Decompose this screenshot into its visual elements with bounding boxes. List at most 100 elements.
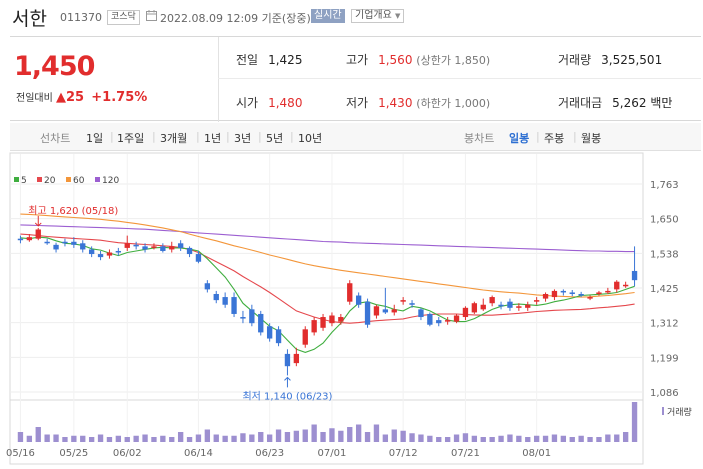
volume-bar — [320, 432, 326, 442]
candle-body — [631, 270, 638, 281]
volume-bar — [605, 434, 611, 442]
period-1y[interactable]: 1년 — [204, 132, 222, 145]
stock-chart: 1,763 1,650 1,538 1,425 1,312 1,199 1,086 05/16… — [6, 152, 692, 465]
candle-monthly[interactable]: 월봉 — [581, 132, 602, 145]
y-tick-label: 1,312 — [650, 319, 679, 330]
stock-name: 서한 — [12, 8, 47, 30]
volume-bar — [329, 428, 335, 442]
volume-bar — [614, 434, 620, 442]
candle-body — [427, 313, 433, 325]
candle-body — [231, 297, 237, 314]
candle-body — [551, 290, 558, 298]
candle-body — [142, 246, 148, 250]
candle-body — [542, 293, 549, 299]
divider — [218, 78, 701, 79]
change-percent: +1.75% — [91, 90, 148, 105]
candle-daily[interactable]: 일봉 — [509, 132, 530, 145]
candle-chart-label: 봉차트 — [464, 132, 495, 145]
volume-bar — [195, 434, 202, 442]
volume-bar — [373, 424, 380, 442]
low-annotation: 최저 1,140 (06/23) — [242, 390, 332, 402]
company-info-dropdown[interactable]: 기업개요 ▼ — [351, 9, 405, 23]
volume-bar — [498, 435, 504, 442]
period-5y[interactable]: 5년 — [266, 132, 284, 145]
volume-bar — [507, 434, 513, 442]
candle-body — [560, 290, 567, 293]
volume-bar — [26, 435, 33, 442]
period-3y[interactable]: 3년 — [234, 132, 252, 145]
candle-body — [284, 353, 291, 367]
divider — [218, 37, 219, 122]
candle-body — [195, 254, 202, 262]
y-tick-label: 1,425 — [650, 284, 679, 295]
volume-bar — [364, 432, 371, 442]
period-1d[interactable]: 1일 — [86, 132, 104, 145]
volume-bar — [489, 437, 495, 442]
candle-weekly[interactable]: 주봉 — [544, 132, 565, 145]
legend-swatch — [37, 177, 42, 182]
realtime-button[interactable]: 실시간 — [311, 9, 345, 23]
volume-bar — [382, 434, 389, 442]
volume-bar — [284, 432, 291, 442]
candle-body — [418, 309, 424, 318]
candle-body — [569, 292, 575, 294]
high-price: 고가 1,560 (상한가 1,850) — [346, 53, 491, 67]
volume-bar — [347, 427, 353, 442]
candle-body — [320, 317, 326, 328]
legend-swatch — [66, 177, 71, 182]
x-tick-label: 07/01 — [318, 448, 347, 459]
volume-bar — [516, 435, 522, 442]
calendar-icon — [146, 10, 157, 21]
candle-body — [578, 293, 584, 296]
candle-body — [302, 329, 308, 345]
volume-bar — [88, 437, 95, 442]
candle-body — [124, 243, 130, 248]
volume-bar — [596, 437, 602, 442]
x-tick-label: 08/01 — [522, 448, 551, 459]
volume-bar — [177, 432, 184, 442]
price-change: 전일대비 ▲25 +1.75% — [16, 89, 147, 105]
candle-body — [614, 281, 620, 290]
period-1w[interactable]: 1주일 — [117, 132, 145, 145]
trade-amount: 거래대금 5,262 백만 — [558, 96, 673, 110]
x-tick-label: 06/23 — [255, 448, 284, 459]
volume-bar — [338, 430, 344, 442]
candle-body — [622, 284, 629, 287]
up-triangle-icon: ▲ — [56, 90, 66, 105]
candle-body — [373, 306, 380, 316]
candle-body — [382, 309, 389, 313]
volume-bar — [160, 435, 166, 442]
volume-bar — [222, 435, 228, 442]
current-price: 1,450 — [14, 51, 95, 82]
ma60-line — [20, 213, 635, 298]
chevron-down-icon: ▼ — [395, 12, 401, 20]
candle-body — [596, 292, 602, 294]
candle-body — [409, 303, 415, 305]
ma120-line — [20, 224, 635, 253]
candle-body — [471, 303, 478, 313]
candle-body — [329, 315, 335, 324]
volume-bar — [560, 435, 567, 442]
candle-body — [516, 306, 522, 308]
candle-body — [275, 329, 282, 344]
candle-body — [338, 317, 344, 322]
candle-body — [533, 300, 540, 302]
candle-body — [258, 313, 264, 333]
legend-swatch — [95, 177, 100, 182]
volume-bar — [258, 432, 264, 442]
price-summary: 1,450 전일대비 ▲25 +1.75% 전일 1,425 고가 1,560 (상… — [10, 36, 701, 122]
x-tick-label: 06/14 — [184, 448, 213, 459]
volume-bar — [151, 437, 157, 442]
x-tick-label: 05/16 — [6, 448, 35, 459]
volume-bar — [186, 437, 193, 442]
period-10y[interactable]: 10년 — [298, 132, 323, 145]
low-price: 저가 1,430 (하한가 1,000) — [346, 96, 491, 110]
period-3m[interactable]: 3개월 — [160, 132, 188, 145]
volume-bar — [436, 437, 442, 442]
x-tick-label: 07/21 — [451, 448, 480, 459]
volume-bar — [471, 435, 478, 442]
candle-body — [62, 241, 68, 244]
candle-body — [400, 300, 406, 302]
ma5-line — [20, 236, 635, 353]
y-tick-label: 1,086 — [650, 388, 679, 399]
